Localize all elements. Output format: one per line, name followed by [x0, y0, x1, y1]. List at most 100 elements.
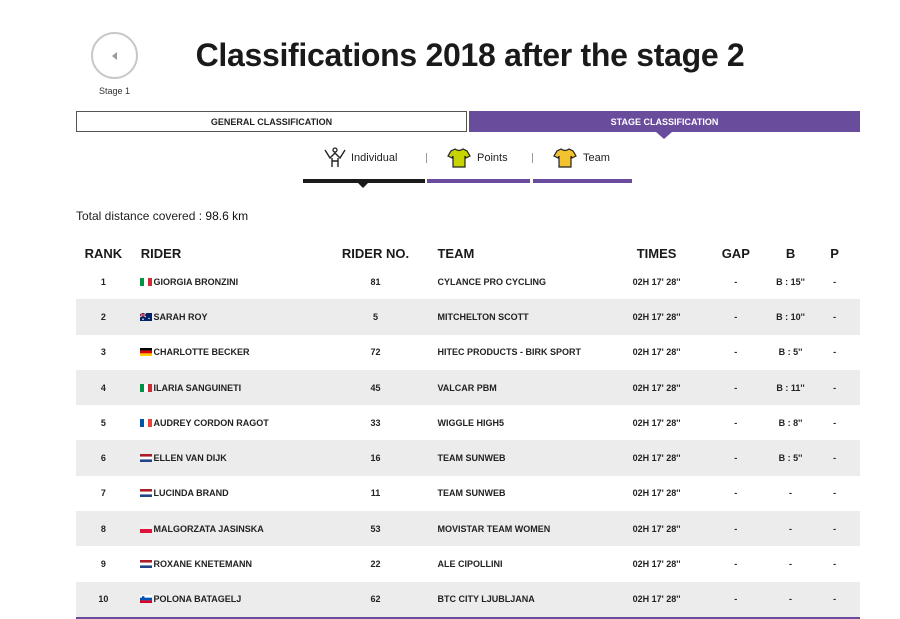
cell-rider-no: 45 [370, 382, 381, 393]
cell-rider-no: 11 [370, 488, 381, 499]
cell-team[interactable]: MITCHELTON SCOTT [437, 311, 529, 322]
team-jersey-icon [553, 148, 577, 168]
cell-rider-name[interactable]: GIORGIA BRONZINI [153, 276, 239, 287]
cell-rider-no: 81 [370, 276, 381, 287]
table-row: 1 GIORGIA BRONZINI 81 CYLANCE PRO CYCLING 02… [76, 264, 860, 299]
column-header-gap: GAP [721, 246, 750, 261]
cell-bonus: B : 11'' [776, 382, 805, 393]
flag-au-icon [139, 312, 152, 321]
cell-team[interactable]: BTC CITY LJUBLJANA [437, 594, 535, 605]
cell-rider-name[interactable]: AUDREY CORDON RAGOT [153, 417, 269, 428]
cell-rank: 1 [100, 276, 106, 287]
cell-rider-no: 62 [370, 594, 381, 605]
cell-rider-no: 22 [370, 559, 381, 570]
cell-rider-no: 5 [372, 311, 378, 322]
cell-flag [131, 277, 154, 286]
cyclist-icon [324, 147, 346, 167]
cell-team[interactable]: WIGGLE HIGH5 [437, 417, 504, 428]
cell-rider-no: 16 [370, 453, 381, 464]
cell-rider-name[interactable]: POLONA BATAGELJ [153, 594, 242, 605]
table-row: 5 AUDREY CORDON RAGOT 33 WIGGLE HIGH5 02H 17… [76, 405, 860, 440]
cell-flag [131, 383, 154, 392]
cell-penalty: - [833, 488, 837, 499]
table-bottom-border [76, 617, 860, 619]
cell-gap: - [734, 311, 738, 322]
tab-individual[interactable]: Individual [303, 143, 425, 188]
tab-general-classification[interactable]: GENERAL CLASSIFICATION [76, 111, 467, 132]
cell-time: 02H 17' 28'' [632, 382, 681, 393]
tab-team-label: Team [583, 152, 610, 164]
cell-gap: - [734, 559, 738, 570]
cell-flag [131, 454, 154, 463]
cell-rider-no: 53 [370, 523, 381, 534]
cell-rider-name[interactable]: SARAH ROY [153, 311, 208, 322]
column-header-rider: RIDER [140, 246, 182, 261]
cell-rank: 9 [100, 559, 106, 570]
cell-flag [131, 489, 154, 498]
flag-it-icon [139, 383, 152, 392]
cell-rider-no: 72 [370, 347, 381, 358]
cell-time: 02H 17' 28'' [632, 347, 681, 358]
cell-bonus: - [789, 488, 793, 499]
cell-penalty: - [833, 594, 837, 605]
cell-rank: 2 [100, 311, 106, 322]
tab-points[interactable]: Points [427, 143, 530, 183]
table-row: 9 ROXANE KNETEMANN 22 ALE CIPOLLINI 02H 17' … [76, 546, 860, 581]
flag-nl-icon [139, 489, 152, 498]
flag-de-icon [139, 348, 152, 357]
previous-stage-label[interactable]: Stage 1 [98, 86, 131, 96]
cell-flag [131, 524, 154, 533]
cell-bonus: B : 5'' [778, 347, 803, 358]
column-header-bonus: B [785, 246, 796, 261]
table-row: 10 POLONA BATAGELJ 62 BTC CITY LJUBLJANA 02H… [76, 581, 860, 617]
previous-stage-nav: Stage 1 [91, 32, 138, 96]
cell-flag [131, 560, 154, 569]
chevron-left-icon [112, 52, 117, 60]
cell-team[interactable]: TEAM SUNWEB [437, 453, 506, 464]
cell-team[interactable]: ALE CIPOLLINI [437, 559, 503, 570]
table-row: 6 ELLEN VAN DIJK 16 TEAM SUNWEB 02H 17' 28''… [76, 440, 860, 476]
column-header-team: TEAM [437, 246, 475, 261]
flag-nl-icon [139, 454, 152, 463]
cell-rider-name[interactable]: MALGORZATA JASINSKA [153, 523, 264, 534]
cell-flag [131, 418, 154, 427]
cell-rider-name[interactable]: ELLEN VAN DIJK [153, 453, 227, 464]
total-distance-value: 98.6 km [205, 209, 249, 223]
cell-penalty: - [833, 311, 837, 322]
tab-points-label: Points [477, 152, 508, 164]
cell-rider-name[interactable]: ILARIA SANGUINETI [153, 382, 242, 393]
cell-team[interactable]: VALCAR PBM [437, 382, 497, 393]
flag-it-icon [139, 277, 152, 286]
cell-gap: - [734, 594, 738, 605]
cell-rider-name[interactable]: LUCINDA BRAND [153, 488, 229, 499]
cell-bonus: - [789, 523, 793, 534]
tab-stage-classification[interactable]: STAGE CLASSIFICATION [469, 111, 860, 139]
cell-rank: 7 [100, 488, 106, 499]
table-row: 7 LUCINDA BRAND 11 TEAM SUNWEB 02H 17' 28'' -… [76, 476, 860, 511]
cell-penalty: - [833, 347, 837, 358]
cell-rider-name[interactable]: CHARLOTTE BECKER [153, 347, 250, 358]
cell-flag [131, 348, 154, 357]
cell-gap: - [734, 382, 738, 393]
tab-team[interactable]: Team [533, 143, 632, 183]
cell-rank: 6 [100, 453, 106, 464]
cell-team[interactable]: HITEC PRODUCTS - BIRK SPORT [437, 347, 581, 358]
cell-bonus: - [789, 559, 793, 570]
cell-penalty: - [833, 417, 837, 428]
cell-team[interactable]: CYLANCE PRO CYCLING [437, 276, 546, 287]
cell-rank: 4 [100, 382, 106, 393]
tab-individual-label: Individual [351, 152, 398, 164]
page-title: Classifications 2018 after the stage 2 [195, 37, 745, 73]
cell-team[interactable]: TEAM SUNWEB [437, 488, 506, 499]
table-row: 4 ILARIA SANGUINETI 45 VALCAR PBM 02H 17' 28… [76, 369, 860, 406]
cell-flag [131, 595, 154, 604]
cell-penalty: - [833, 453, 837, 464]
cell-rider-name[interactable]: ROXANE KNETEMANN [153, 559, 252, 570]
points-jersey-icon [447, 148, 471, 168]
flag-si-icon [139, 595, 152, 604]
cell-gap: - [734, 488, 738, 499]
previous-stage-button[interactable] [91, 32, 138, 79]
cell-team[interactable]: MOVISTAR TEAM WOMEN [437, 523, 551, 534]
column-header-rank: RANK [84, 246, 123, 261]
cell-bonus: B : 5'' [778, 453, 803, 464]
